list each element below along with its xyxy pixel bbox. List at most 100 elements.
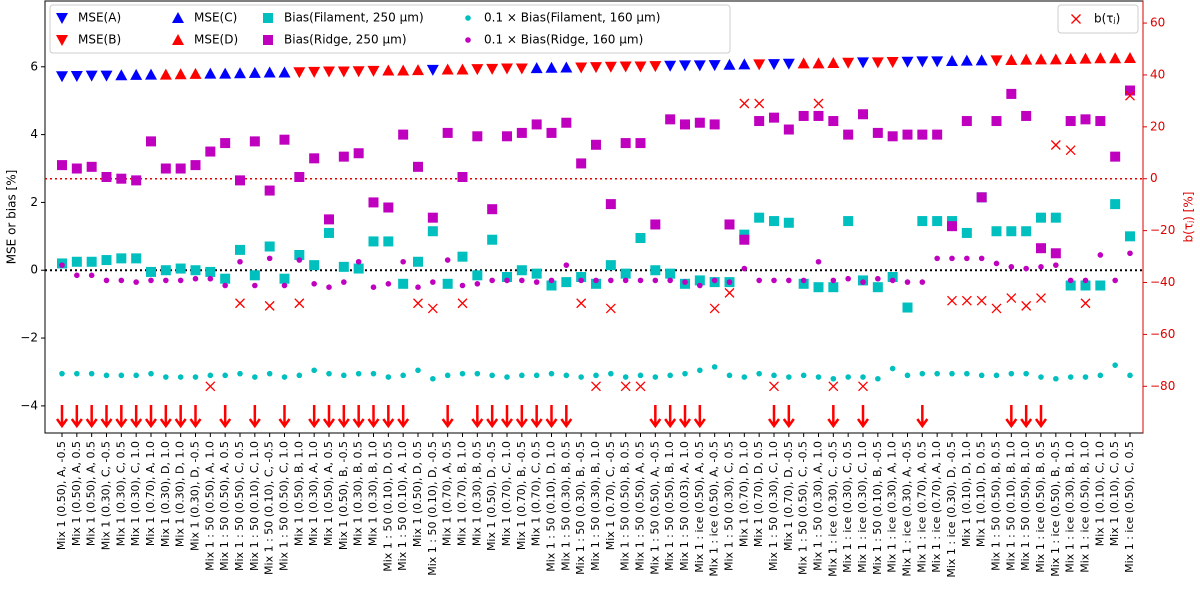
dot-marker	[489, 372, 495, 379]
square-marker	[71, 256, 82, 267]
x-marker	[769, 381, 779, 392]
triangle-up-marker	[1079, 52, 1092, 64]
arrow	[308, 405, 321, 429]
x-marker	[1050, 140, 1061, 150]
dot-marker	[756, 370, 762, 377]
dot-marker	[964, 255, 970, 262]
square-marker	[101, 171, 112, 182]
square-marker	[783, 124, 794, 135]
legend-label: MSE(B)	[78, 33, 121, 47]
triangle-down-marker	[886, 57, 899, 69]
square-marker	[561, 277, 572, 288]
x-tick-label: Mix 1 : ice (0.50), C, 0.5	[1123, 441, 1136, 573]
square-marker	[1110, 199, 1121, 210]
x-tick-label: Mix 1 (0.10), C, 0.5	[1108, 441, 1121, 546]
legend-label: MSE(A)	[78, 11, 121, 25]
dot-marker	[1038, 374, 1044, 380]
dot-marker	[148, 277, 154, 284]
dot-marker	[252, 374, 258, 380]
square-marker	[828, 282, 839, 293]
square-marker	[146, 136, 156, 147]
x-marker	[235, 298, 245, 309]
dot-marker	[726, 279, 733, 285]
y-tick-label: −2	[20, 331, 38, 345]
square-marker	[160, 163, 171, 174]
square-marker	[813, 282, 824, 293]
x-marker	[1071, 14, 1081, 24]
triangle-down-marker	[664, 60, 677, 72]
dot-marker	[177, 374, 184, 380]
x-marker	[858, 381, 868, 392]
dot-marker	[355, 370, 362, 377]
x-tick-label: Mix 1 (0.30), A, 1.0	[307, 441, 320, 546]
triangle-up-marker	[560, 61, 573, 73]
dot-marker	[875, 275, 881, 282]
square-marker	[263, 35, 273, 45]
dot-marker	[741, 374, 748, 380]
arrow	[1020, 405, 1033, 429]
square-marker	[1125, 85, 1135, 96]
dot-marker	[993, 372, 1000, 379]
dot-marker	[771, 277, 777, 284]
dot-marker	[904, 279, 911, 285]
dot-marker	[326, 370, 332, 377]
dot-marker	[207, 275, 214, 282]
triangle-up-marker	[189, 67, 202, 79]
square-marker	[131, 253, 142, 264]
x-tick-label: Mix 1 (0.30), D, -0.5	[189, 441, 202, 551]
triangle-up-marker	[382, 64, 395, 76]
x-tick-label: Mix 1 : 50 (0.30), B, 1.0	[589, 441, 602, 571]
dot-marker	[341, 279, 347, 285]
dot-marker	[1053, 262, 1059, 268]
square-marker	[1065, 116, 1076, 127]
square-marker	[665, 114, 676, 125]
x-marker	[294, 298, 305, 309]
x-marker	[828, 381, 839, 392]
triangle-up-marker	[412, 64, 424, 76]
dot-marker	[1127, 250, 1133, 257]
dot-marker	[192, 275, 199, 282]
x-tick-label: Mix 1 : ice (0.50), A, 0.5	[693, 441, 706, 573]
square-marker	[472, 270, 483, 281]
triangle-up-marker	[1005, 54, 1018, 66]
square-marker	[57, 160, 67, 171]
y2-tick-label: −40	[1150, 275, 1175, 289]
dot-marker	[964, 370, 970, 377]
triangle-down-marker	[308, 66, 321, 78]
dot-marker	[682, 370, 688, 377]
dot-marker	[563, 262, 570, 268]
square-marker	[947, 216, 957, 227]
dot-marker	[281, 374, 288, 380]
triangle-down-marker	[679, 60, 691, 72]
x-tick-label: Mix 1 (0.50), B, -0.5	[337, 441, 350, 550]
arrow	[471, 405, 484, 429]
arrow	[85, 405, 98, 429]
square-marker	[205, 266, 216, 277]
dot-marker	[1127, 372, 1133, 379]
square-marker	[887, 131, 898, 142]
dot-marker	[118, 277, 125, 284]
dot-marker	[1023, 370, 1029, 377]
x-tick-label: Mix 1 : ice (0.30), D, -0.5	[945, 441, 958, 578]
dot-marker	[830, 375, 837, 382]
x-marker	[457, 298, 468, 309]
square-marker	[502, 131, 512, 142]
dot-marker	[548, 370, 555, 377]
square-marker	[264, 185, 275, 196]
dot-marker	[533, 372, 540, 379]
square-marker	[754, 212, 765, 223]
dot-marker	[311, 367, 317, 374]
x-tick-label: Mix 1 : 50 (0.30), B, 0.5	[559, 441, 572, 571]
x-tick-label: Mix 1 (0.50), D, -0.5	[485, 441, 498, 551]
y2-tick-label: 60	[1150, 16, 1165, 30]
dot-marker	[860, 374, 866, 380]
x-tick-label: Mix 1 (0.70), A, 0.5	[441, 441, 454, 546]
dot-marker	[889, 365, 896, 372]
square-marker	[472, 131, 483, 142]
square-marker	[828, 116, 839, 127]
square-marker	[368, 236, 379, 247]
x-tick-label: Mix 1 : 50 (0.10), B, -0.5	[871, 441, 884, 575]
triangle-up-marker	[234, 67, 246, 79]
x-tick-label: Mix 1 : 50 (0.50), C, -0.5	[797, 441, 810, 575]
square-marker	[546, 127, 557, 138]
